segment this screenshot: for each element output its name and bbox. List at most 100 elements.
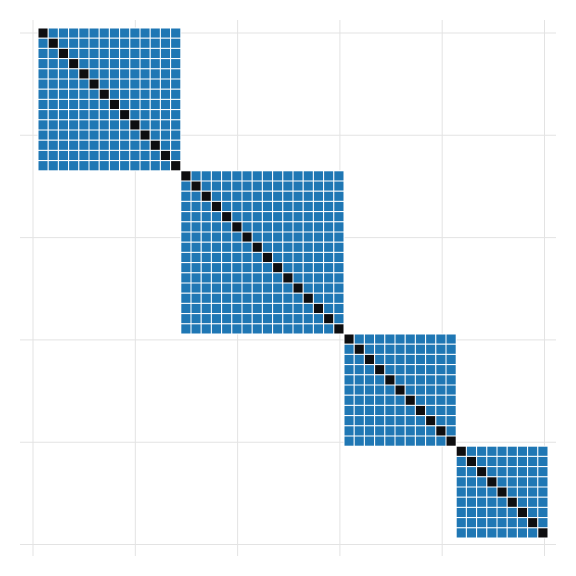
block-cell-1	[119, 139, 131, 151]
block-cell-3	[404, 384, 416, 396]
block-cell-2	[210, 262, 223, 274]
block-cell-2	[190, 170, 202, 182]
block-cell-1	[68, 68, 80, 80]
block-cell-1	[108, 37, 121, 49]
block-cell-2	[180, 313, 192, 325]
block-cell-2	[261, 221, 274, 233]
block-cell-4	[455, 486, 467, 498]
diagonal-cell	[353, 343, 365, 355]
block-cell-3	[353, 364, 365, 376]
block-cell-2	[272, 323, 284, 335]
block-cell-2	[333, 221, 345, 233]
block-cell-3	[435, 374, 447, 386]
block-cell-4	[537, 486, 549, 498]
block-cell-3	[394, 435, 406, 447]
block-cell-4	[476, 506, 488, 519]
block-cell-2	[282, 170, 294, 182]
block-cell-3	[404, 415, 416, 427]
block-cell-1	[68, 160, 80, 172]
block-cell-2	[282, 200, 294, 213]
block-cell-4	[537, 496, 549, 508]
block-cell-2	[312, 231, 325, 243]
diagonal-cell	[57, 47, 70, 60]
block-cell-3	[374, 394, 386, 406]
block-cell-1	[37, 109, 49, 121]
block-cell-4	[506, 517, 518, 529]
block-cell-3	[374, 415, 386, 427]
block-cell-3	[404, 353, 416, 366]
block-cell-2	[180, 221, 192, 233]
block-cell-2	[312, 241, 325, 253]
block-cell-1	[119, 27, 131, 39]
diagonal-cell	[516, 506, 529, 519]
block-cell-2	[231, 323, 243, 335]
block-cell-3	[343, 435, 355, 447]
block-cell-1	[170, 58, 182, 70]
block-cell-2	[180, 190, 192, 202]
block-cell-4	[486, 466, 498, 478]
block-cell-3	[445, 353, 457, 366]
block-cell-1	[139, 160, 151, 172]
block-cell-2	[292, 170, 304, 182]
block-cell-1	[159, 98, 172, 111]
block-cell-1	[47, 119, 59, 131]
block-cell-1	[139, 139, 151, 151]
block-cell-1	[139, 119, 151, 131]
block-cell-4	[465, 476, 478, 488]
diagonal-cell	[231, 221, 243, 233]
block-cell-2	[231, 251, 243, 264]
block-cell-1	[88, 139, 100, 151]
block-cell-2	[333, 200, 345, 213]
block-cell-2	[221, 170, 233, 182]
block-cell-4	[506, 455, 518, 468]
block-cell-1	[119, 47, 131, 60]
block-cell-1	[139, 98, 151, 111]
block-cell-3	[414, 333, 427, 345]
block-cell-3	[445, 374, 457, 386]
block-cell-1	[98, 68, 110, 80]
block-cell-2	[180, 231, 192, 243]
block-cell-1	[98, 78, 110, 90]
block-cell-2	[272, 180, 284, 192]
diagonal-cell	[527, 517, 539, 529]
block-cell-1	[108, 160, 121, 172]
block-cell-3	[425, 435, 437, 447]
block-cell-2	[272, 292, 284, 304]
block-cell-3	[414, 425, 427, 437]
block-cell-1	[47, 47, 59, 60]
block-cell-2	[210, 241, 223, 253]
block-cell-1	[88, 47, 100, 60]
block-cell-2	[272, 231, 284, 243]
block-cell-4	[496, 496, 508, 508]
block-cell-1	[159, 78, 172, 90]
block-cell-3	[425, 425, 437, 437]
block-cell-3	[435, 415, 447, 427]
block-cell-4	[455, 517, 467, 529]
block-cell-3	[404, 333, 416, 345]
block-cell-1	[37, 68, 49, 80]
block-cell-1	[149, 119, 161, 131]
block-cell-2	[312, 282, 325, 294]
block-cell-2	[190, 313, 202, 325]
block-cell-1	[57, 27, 70, 39]
block-cell-1	[47, 149, 59, 162]
diagonal-cell	[261, 251, 274, 264]
block-cell-2	[302, 262, 314, 274]
diagonal-cell	[282, 272, 294, 284]
diagonal-cell	[404, 394, 416, 406]
block-cell-3	[425, 384, 437, 396]
diagonal-cell	[170, 160, 182, 172]
block-cell-2	[231, 262, 243, 274]
block-cell-1	[78, 58, 90, 70]
diagonal-cell	[139, 129, 151, 141]
block-cell-3	[384, 364, 396, 376]
block-cell-2	[282, 180, 294, 192]
diagonal-cell	[108, 98, 121, 111]
block-cell-1	[149, 88, 161, 100]
block-cell-1	[47, 27, 59, 39]
block-cell-2	[333, 241, 345, 253]
block-cell-2	[302, 302, 314, 315]
block-cell-1	[78, 88, 90, 100]
block-cell-2	[190, 302, 202, 315]
block-cell-3	[445, 415, 457, 427]
